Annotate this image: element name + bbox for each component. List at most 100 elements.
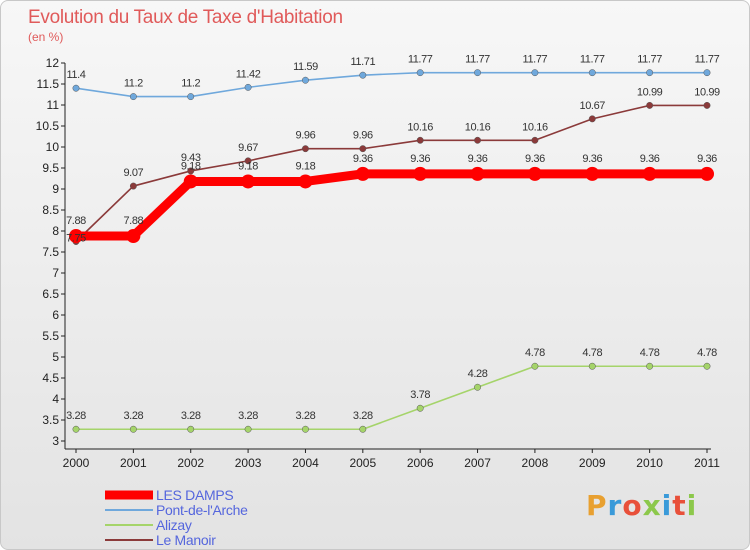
data-label: 3.28: [66, 410, 86, 422]
data-point: [129, 93, 137, 101]
x-tick-label: 2007: [464, 456, 491, 470]
data-point: [416, 136, 424, 144]
y-tick-label: 7.5: [42, 245, 59, 259]
data-point: [72, 84, 80, 92]
y-tick-label: 6.5: [42, 287, 59, 301]
data-label: 4.78: [582, 347, 602, 359]
y-tick-label: 5.5: [42, 329, 59, 343]
y-tick-label: 4.5: [42, 371, 59, 385]
data-point: [187, 167, 195, 175]
data-label: 3.28: [296, 410, 316, 422]
x-tick-label: 2011: [694, 456, 720, 470]
data-label: 3.28: [353, 410, 373, 422]
data-point: [474, 383, 481, 391]
data-label: 11.77: [408, 54, 433, 66]
series-les-damps: [69, 166, 714, 244]
y-tick-label: 8.5: [42, 203, 59, 217]
data-label: 11.71: [350, 56, 375, 68]
legend-label: Le Manoir: [156, 532, 216, 548]
data-point: [646, 101, 654, 109]
data-point: [244, 425, 252, 433]
data-label: 9.67: [238, 142, 258, 154]
data-label: 9.07: [123, 167, 143, 179]
data-label: 10.16: [465, 121, 491, 133]
data-point: [642, 166, 657, 181]
legend-label: Pont-de-l'Arche: [156, 502, 248, 518]
data-point: [416, 404, 424, 412]
data-label: 9.18: [296, 160, 316, 172]
data-label: 10.67: [580, 100, 606, 112]
series-line: [75, 104, 708, 243]
data-label: 11.77: [523, 54, 548, 66]
series-pont-de-l-arche: [72, 69, 711, 101]
data-label: 3.28: [181, 410, 201, 422]
y-tick-label: 10: [46, 140, 60, 154]
data-point: [241, 174, 256, 189]
data-point: [302, 76, 309, 84]
x-tick-label: 2009: [579, 456, 606, 470]
data-point: [359, 145, 367, 153]
data-label: 3.78: [410, 389, 430, 401]
data-label: 11.2: [124, 78, 143, 90]
data-labels-les-damps: 7.88 7.88 9.18 9.18 9.18 9.36 9.36 9.36 9.36 9.36…: [66, 153, 717, 227]
series-line: [75, 71, 708, 98]
data-label: 9.36: [353, 153, 373, 165]
y-tick-label: 4: [52, 392, 59, 406]
data-point: [413, 166, 428, 181]
data-point: [129, 182, 137, 190]
series-line: [71, 169, 712, 241]
x-tick-label: 2008: [522, 456, 549, 470]
data-point: [700, 166, 714, 181]
data-labels-le-manoir: 7.75 9.07 9.43 9.67 9.96 9.96 10.16 10.16 10.16 1…: [66, 86, 720, 244]
legend-label: Alizay: [156, 517, 192, 533]
data-point: [474, 136, 481, 144]
data-point: [474, 69, 481, 77]
data-point: [416, 69, 424, 77]
x-tick-label: 2005: [349, 456, 376, 470]
data-label: 10.99: [694, 86, 720, 98]
x-tick-label: 2004: [292, 456, 319, 470]
data-label: 11.77: [637, 54, 662, 66]
y-tick-label: 6: [52, 308, 59, 322]
data-label: 9.18: [181, 160, 201, 172]
data-label: 11.42: [236, 68, 261, 80]
x-tick-label: 2000: [63, 456, 90, 470]
data-label: 4.78: [640, 347, 660, 359]
data-label: 9.36: [468, 153, 488, 165]
data-point: [244, 157, 252, 165]
data-labels-alizay: 3.28 3.28 3.28 3.28 3.28 3.28 3.78 4.28 4.78 4.78…: [66, 347, 717, 422]
series-line: [75, 365, 708, 431]
y-tick-label: 9: [52, 182, 59, 196]
proxiti-logo: Proxiti: [586, 489, 698, 522]
data-label: 9.96: [353, 130, 373, 142]
data-point: [703, 101, 711, 109]
data-point: [646, 69, 654, 77]
data-point: [302, 425, 309, 433]
y-tick-label: 8: [52, 224, 59, 238]
data-point: [531, 362, 539, 370]
data-label: 11.77: [580, 54, 605, 66]
data-point: [72, 425, 80, 433]
data-point: [585, 166, 600, 181]
data-label: 7.75: [66, 233, 86, 245]
data-point: [703, 362, 711, 370]
x-tick-label: 2006: [407, 456, 434, 470]
unit-label: (en %): [28, 30, 64, 44]
data-label: 10.16: [407, 121, 433, 133]
x-tick-label: 2002: [177, 456, 204, 470]
y-tick-label: 3.5: [42, 413, 59, 427]
data-label: 9.36: [697, 153, 717, 165]
data-point: [187, 93, 195, 101]
data-label: 7.88: [66, 215, 86, 227]
data-label: 11.4: [67, 69, 86, 81]
data-label: 9.36: [582, 153, 602, 165]
data-label: 10.16: [522, 121, 548, 133]
data-label: 11.77: [465, 54, 490, 66]
data-label: 9.36: [410, 153, 430, 165]
data-labels-pont-de-l-arche: 11.4 11.2 11.2 11.42 11.59 11.71 11.77 11.77 11.…: [67, 54, 721, 90]
y-tick-label: 12: [46, 56, 60, 70]
data-label: 9.43: [181, 152, 201, 164]
